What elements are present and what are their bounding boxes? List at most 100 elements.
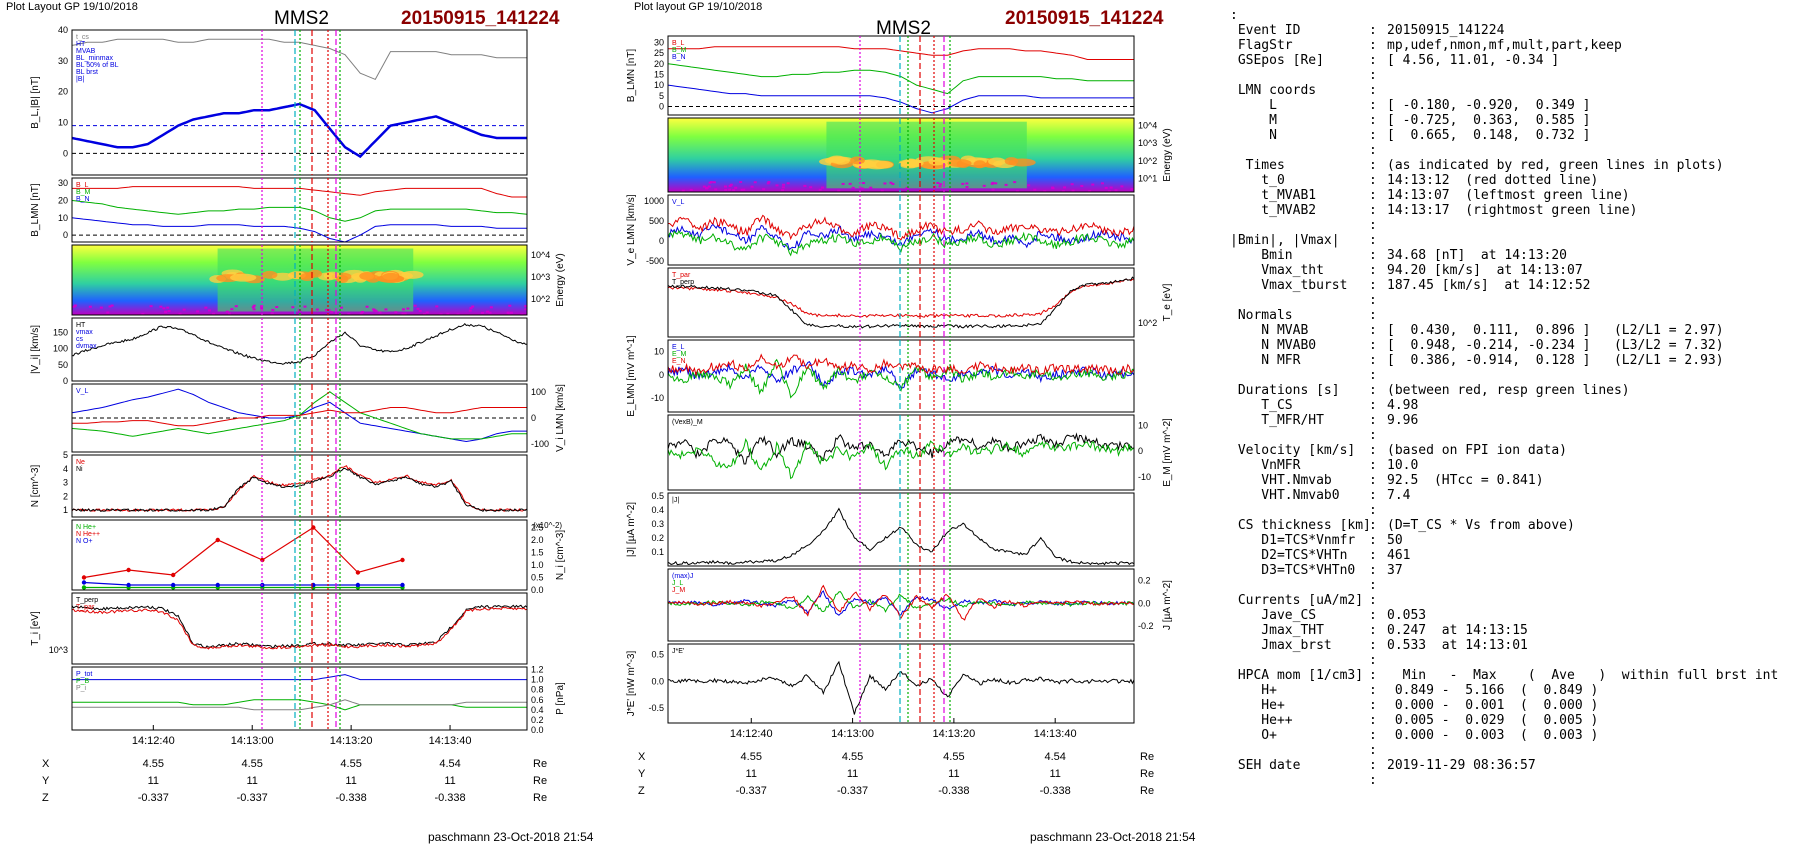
- data-point: [81, 575, 87, 580]
- data-point: [81, 580, 87, 585]
- spectrogram-noise: [723, 185, 727, 188]
- info-colon: :: [1369, 698, 1377, 713]
- series-P_i: [72, 699, 527, 711]
- spectrogram-noise: [1091, 183, 1095, 186]
- series-E_L: [667, 361, 1135, 389]
- y-tick-label: 10^2: [1138, 156, 1157, 166]
- info-colon: :: [1369, 548, 1377, 563]
- spectrogram-noise: [766, 182, 770, 185]
- info-colon: :: [1369, 278, 1377, 293]
- info-colon: :: [1369, 128, 1377, 143]
- spectrogram-noise: [230, 308, 234, 311]
- legend-entry: B_L: [672, 40, 685, 47]
- x-tick-label: 14:12:40: [730, 728, 773, 740]
- spectrogram-noise: [469, 306, 473, 309]
- spectrogram-noise: [291, 306, 295, 309]
- spectrogram-noise: [991, 188, 995, 191]
- spectrogram-noise: [162, 307, 166, 310]
- position-row-label: X: [42, 758, 50, 770]
- info-colon: :: [1369, 383, 1377, 398]
- spectrogram-noise: [775, 184, 779, 187]
- info-colon: :: [1369, 83, 1377, 98]
- x-tick-label: 14:13:00: [831, 728, 874, 740]
- spectrogram-noise: [702, 185, 706, 188]
- spectrogram-noise: [110, 304, 114, 307]
- info-colon: :: [1369, 353, 1377, 368]
- y-tick-label: 100: [531, 387, 546, 397]
- spectrogram-noise: [251, 306, 255, 309]
- spectrogram-hotspot: [308, 269, 322, 278]
- y-axis-label: E_M [mV m^-2]: [1162, 418, 1173, 487]
- info-key: O+: [1230, 728, 1277, 743]
- spectrogram-noise: [422, 313, 426, 316]
- spectrogram-noise: [883, 182, 887, 185]
- left-panel-BLMN: B_LB_MB_N 0 10 20 30 B_LMN [nT]: [30, 177, 528, 243]
- spectrogram-noise: [506, 311, 510, 314]
- spectrogram-noise: [1063, 186, 1067, 189]
- y-tick-label: 20: [58, 195, 68, 205]
- spectrogram-plateau: [826, 121, 1027, 189]
- legend-entry: BL brst: [76, 69, 98, 76]
- spectrogram-noise: [681, 189, 685, 192]
- info-key: Jmax_THT: [1230, 623, 1324, 638]
- info-colon: :: [1369, 743, 1377, 758]
- y-axis-label: |J| [µA m^-2]: [626, 502, 637, 557]
- position-row-label: Y: [638, 768, 646, 780]
- info-key: CS thickness [km]: [1230, 518, 1371, 533]
- spectrogram-noise: [786, 182, 790, 185]
- y-tick-label: -100: [531, 439, 549, 449]
- legend-entry: T_par: [672, 272, 691, 279]
- spectrogram-noise: [818, 188, 822, 191]
- info-colon: :: [1369, 38, 1377, 53]
- legend-entry: t_cs: [76, 34, 89, 41]
- info-colon: :: [1369, 158, 1377, 173]
- spectrogram-noise: [1100, 182, 1104, 185]
- info-key: t_MVAB1: [1230, 188, 1317, 203]
- spectrogram-noise: [489, 306, 493, 309]
- info-colon: :: [1369, 143, 1377, 158]
- spectrogram-noise: [252, 308, 256, 311]
- y-tick-label: 0.4: [651, 505, 664, 515]
- info-key: T_CS: [1230, 398, 1293, 413]
- spectrogram-noise: [401, 312, 405, 315]
- spectrogram-noise: [734, 186, 738, 189]
- spectrogram-noise: [524, 305, 528, 308]
- y-tick-label: 30: [654, 37, 664, 47]
- spectrogram-noise: [809, 186, 813, 189]
- info-colon: :: [1369, 458, 1377, 473]
- position-row-label: X: [638, 751, 646, 763]
- panel-frame: [71, 519, 528, 591]
- panel-frame: [667, 643, 1135, 724]
- y-tick-label: 0.1: [651, 547, 664, 557]
- series-Ne: [71, 465, 528, 513]
- info-value: 92.5 (HTcc = 0.841): [1387, 473, 1544, 488]
- y-tick-label: 0.4: [531, 705, 544, 715]
- x-tick-label: 14:13:20: [932, 728, 975, 740]
- info-value: mp,udef,nmon,mf,mult,part,keep: [1387, 38, 1622, 53]
- y-tick-label: 0: [531, 413, 536, 423]
- legend-entry: N He+: [76, 524, 96, 531]
- spectrogram-hotspot: [230, 273, 257, 282]
- y-axis-label: N [cm^-3]: [30, 465, 41, 508]
- info-value: 9.96: [1387, 413, 1419, 428]
- y-axis-label: |V_i| [km/s]: [30, 325, 41, 374]
- spectrogram-noise: [1071, 189, 1075, 192]
- spectrogram-noise: [1130, 188, 1134, 191]
- legend-entry: MVAB: [76, 48, 96, 55]
- series-V_N: [668, 214, 1135, 241]
- info-colon: :: [1369, 668, 1377, 683]
- legend-entry: B_N: [76, 196, 90, 203]
- position-value: -0.338: [938, 785, 969, 797]
- spectrogram-noise: [507, 313, 511, 316]
- legend-entry: J_L: [672, 580, 683, 587]
- y-tick-label: 0: [659, 236, 664, 246]
- spectrogram-noise: [403, 312, 407, 315]
- y-tick-label: 10: [58, 213, 68, 223]
- spectrogram-noise: [781, 189, 785, 192]
- info-key: Event ID: [1230, 23, 1301, 38]
- spectrogram-noise: [750, 185, 754, 188]
